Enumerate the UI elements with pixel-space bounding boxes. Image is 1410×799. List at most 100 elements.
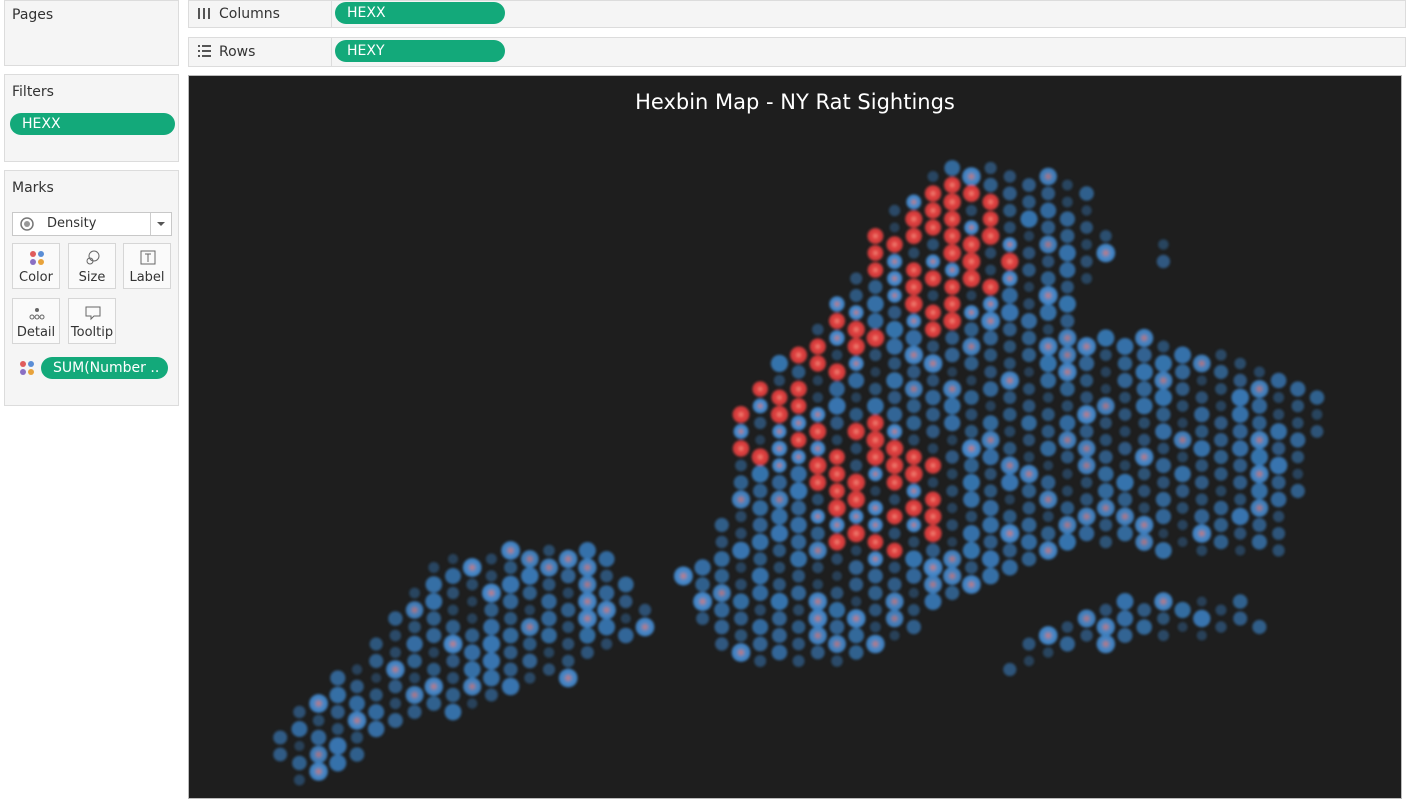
density-dot — [888, 561, 901, 574]
density-dot — [1175, 382, 1190, 396]
density-dot — [906, 194, 922, 210]
density-dot — [1135, 328, 1154, 348]
density-dot — [908, 536, 920, 548]
density-dot — [831, 349, 843, 361]
density-dot — [829, 381, 845, 397]
color-button[interactable]: Color — [12, 243, 60, 289]
density-dot — [1233, 458, 1248, 473]
density-dot — [870, 367, 881, 377]
density-dot — [792, 655, 805, 667]
density-dot — [1003, 203, 1017, 218]
density-dot — [1234, 527, 1247, 540]
density-dot — [790, 550, 807, 568]
density-dot — [867, 313, 884, 329]
density-dot — [751, 567, 769, 585]
density-dot — [1062, 485, 1073, 497]
density-dot — [483, 618, 500, 636]
density-dot — [406, 635, 423, 653]
density-dot — [1196, 630, 1207, 641]
density-dot — [1117, 372, 1133, 389]
density-dot — [389, 629, 402, 642]
density-dot — [924, 524, 942, 543]
measure-pill[interactable]: SUM(Number .. — [41, 357, 168, 379]
density-dot — [1021, 330, 1037, 346]
density-dot — [1040, 202, 1057, 219]
density-dot — [558, 668, 578, 688]
density-dot — [790, 346, 808, 364]
density-dot — [1271, 441, 1286, 456]
density-dot — [771, 389, 788, 406]
density-dot — [943, 244, 962, 262]
density-dot — [964, 322, 979, 337]
filter-pill[interactable]: HEXX — [10, 113, 175, 135]
density-dot — [906, 313, 922, 329]
density-dot — [1138, 433, 1151, 447]
density-dot — [1273, 392, 1285, 403]
density-dot — [1059, 636, 1075, 652]
density-dot — [1136, 619, 1152, 635]
dropdown-arrow[interactable] — [150, 213, 171, 235]
density-dot — [1176, 400, 1189, 412]
density-dot — [812, 323, 824, 336]
density-dot — [425, 576, 443, 593]
mark-type-dropdown[interactable]: Density — [12, 212, 172, 236]
density-dot — [502, 593, 519, 610]
density-dot — [1039, 490, 1058, 509]
density-dot — [696, 612, 710, 625]
density-dot — [981, 550, 1000, 568]
density-dot — [1272, 510, 1285, 523]
density-dot — [481, 583, 501, 603]
density-dot — [1078, 525, 1095, 542]
label-button[interactable]: Label — [123, 243, 171, 289]
density-dot — [309, 762, 328, 781]
density-dot — [1098, 466, 1114, 482]
density-dot — [426, 627, 442, 644]
density-dot — [562, 621, 575, 633]
density-dot — [927, 290, 939, 301]
density-dot — [1099, 416, 1112, 430]
density-dot — [905, 449, 922, 465]
density-dot — [1195, 493, 1208, 506]
density-dot — [467, 613, 478, 624]
density-dot — [1039, 541, 1058, 560]
density-dot — [1215, 604, 1227, 616]
tooltip-button[interactable]: Tooltip — [68, 298, 116, 344]
density-dot — [924, 575, 942, 594]
detail-label: Detail — [16, 325, 56, 340]
density-dot — [981, 227, 1000, 245]
density-dot — [1099, 349, 1112, 361]
density-dot — [984, 484, 998, 498]
density-dot — [982, 193, 999, 211]
density-dot — [578, 592, 597, 611]
density-dot — [812, 375, 823, 386]
density-dot — [520, 550, 539, 568]
density-dot — [751, 465, 769, 483]
density-dot — [752, 619, 769, 635]
density-dot — [829, 483, 845, 499]
density-dot — [1116, 473, 1134, 492]
density-dot — [772, 578, 786, 591]
density-dot — [867, 500, 884, 516]
density-dot — [1096, 634, 1116, 654]
density-dot — [1002, 270, 1018, 287]
density-dot — [808, 626, 827, 645]
density-dot — [524, 604, 536, 616]
detail-button[interactable]: Detail — [12, 298, 60, 344]
density-dot — [1215, 383, 1227, 395]
density-dot — [1061, 621, 1074, 633]
columns-pill[interactable]: HEXX — [335, 2, 505, 24]
rows-pill[interactable]: HEXY — [335, 40, 505, 62]
pages-label: Pages — [12, 7, 54, 23]
density-dot — [1250, 464, 1269, 484]
density-dot — [541, 593, 557, 610]
density-dot — [812, 392, 824, 403]
density-dot — [1023, 451, 1035, 463]
size-label: Size — [78, 270, 106, 285]
density-dot — [1023, 230, 1035, 242]
size-button[interactable]: Size — [68, 243, 116, 289]
density-dot — [982, 567, 999, 585]
density-dot — [1213, 364, 1229, 380]
density-dot — [847, 320, 865, 339]
density-dot — [1097, 483, 1114, 499]
density-dot — [831, 553, 843, 565]
